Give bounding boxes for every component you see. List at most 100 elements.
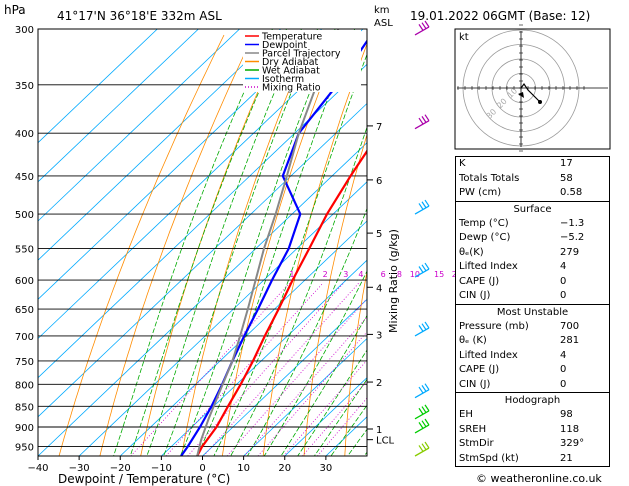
index-row: CIN (J) 0 [456, 289, 609, 304]
index-row: Totals Totals 58 [456, 172, 609, 187]
index-row: PW (cm) 0.58 [456, 186, 609, 201]
wet-adiabat-line [129, 29, 287, 456]
mixing-ratio-label: 10 [410, 270, 420, 279]
index-value: 329° [560, 438, 585, 450]
wind-barb-flag [421, 264, 427, 272]
index-row: CAPE (J) 0 [456, 275, 609, 290]
dry-adiabat-line [222, 34, 342, 456]
dry-adiabat-line [99, 34, 254, 456]
wind-barb [414, 20, 430, 36]
wind-barb-flag [421, 406, 427, 413]
index-label: Lifted Index [459, 261, 518, 273]
index-label: CAPE (J) [459, 275, 500, 287]
index-row: StmDir 329° [456, 437, 609, 452]
index-value: 98 [560, 409, 573, 421]
isotherm-line [38, 29, 323, 300]
index-row: Dewp (°C) −5.2 [456, 231, 609, 246]
wind-barb-flag [424, 418, 430, 426]
km-tick-label: 3 [376, 330, 382, 341]
index-value: 58 [560, 172, 573, 184]
wind-barb [414, 114, 430, 130]
indices-top: K 17 Totals Totals 58 PW (cm) 0.58 [456, 157, 609, 201]
index-label: CIN (J) [459, 378, 491, 390]
wind-barb-flag [421, 323, 427, 330]
index-row: EH 98 [456, 408, 609, 423]
wind-barb-flag [424, 321, 430, 329]
legend-label: Mixing Ratio [262, 83, 321, 94]
x-tick-label: −30 [69, 463, 90, 474]
wind-barb-staff [414, 26, 430, 36]
pressure-tick-label: 850 [15, 402, 34, 413]
pressure-tick-label: 450 [15, 172, 34, 183]
wind-barb-staff [414, 447, 430, 457]
index-label: θₑ(K) [459, 246, 484, 258]
wind-barb-flag [424, 20, 430, 28]
index-value: 0 [560, 275, 567, 287]
index-label: Pressure (mb) [459, 320, 529, 332]
km-tick-label: LCL [376, 436, 395, 447]
surface-title: Surface [456, 200, 609, 217]
dry-adiabat-line [344, 269, 367, 456]
wind-barb-flag [418, 203, 424, 210]
dry-adiabat-line [303, 133, 367, 456]
isotherm-line [38, 63, 367, 379]
pressure-tick-label: 500 [15, 210, 34, 221]
index-value: 700 [560, 320, 580, 332]
hodograph-unit: kt [459, 32, 469, 43]
index-row: θₑ (K) 281 [456, 334, 609, 349]
km-tick-label: 5 [376, 229, 382, 240]
wind-barb-flag [418, 386, 424, 394]
pressure-tick-label: 300 [15, 25, 34, 36]
hodograph-trace [520, 82, 541, 103]
wind-barb-flag [424, 404, 430, 412]
mixing-ratio-line [130, 282, 290, 456]
index-value: 118 [560, 423, 580, 435]
index-value: 4 [560, 349, 567, 361]
wind-barb-flag [421, 420, 427, 428]
x-tick-label: 0 [199, 463, 205, 474]
copyright-text: © weatheronline.co.uk [476, 472, 602, 485]
index-label: SREH [459, 423, 487, 435]
wet-adiabat-line [247, 207, 367, 456]
isotherm-line [202, 298, 367, 456]
index-row: θₑ(K) 279 [456, 246, 609, 261]
index-value: 4 [560, 261, 567, 273]
wind-barb-flag [424, 199, 430, 207]
km-tick-label: 6 [376, 176, 382, 187]
index-value: 0 [560, 290, 567, 302]
wind-barb-staff [414, 327, 430, 337]
index-label: StmDir [459, 438, 494, 450]
index-value: −1.3 [560, 217, 585, 229]
mixing-ratio-label: 6 [381, 270, 386, 279]
wind-barb-flag [424, 262, 430, 270]
pressure-tick-label: 900 [15, 423, 34, 434]
wind-barb [414, 199, 430, 215]
dry-adiabat-line [58, 34, 225, 456]
index-row: Lifted Index 4 [456, 260, 609, 275]
height-unit: km [374, 5, 390, 16]
index-label: EH [459, 409, 473, 421]
index-value: 17 [560, 158, 573, 170]
indices-panel: K 17 Totals Totals 58 PW (cm) 0.58 Surface Te… [455, 156, 610, 467]
dry-adiabat-line [181, 34, 313, 456]
mixing-ratio-label: 4 [358, 270, 363, 279]
legend-label: Dry Adiabat [262, 57, 319, 68]
height-unit-asl: ASL [374, 18, 393, 29]
wind-barb-flag [424, 441, 430, 449]
datetime-header: 19.01.2022 06GMT (Base: 12) [410, 9, 590, 23]
legend-label: Isotherm [262, 74, 304, 85]
wet-adiabat-line [179, 29, 336, 456]
dry-adiabat-line [140, 34, 283, 456]
index-value: −5.2 [560, 232, 585, 244]
isotherm-line [119, 220, 367, 456]
storm-motion-marker [538, 100, 542, 104]
wind-barb [414, 262, 430, 278]
series-temperature [196, 149, 367, 456]
index-value: 21 [560, 452, 573, 464]
index-value: 0.58 [560, 187, 583, 199]
series-dewpoint [180, 39, 367, 456]
mixing-ratio-label: 3 [343, 270, 348, 279]
index-row: Pressure (mb) 700 [456, 320, 609, 335]
